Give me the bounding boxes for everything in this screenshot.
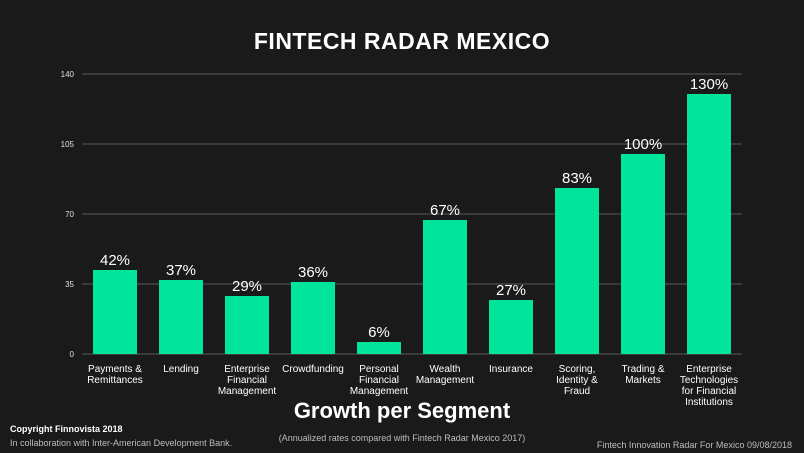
x-category-label-line: Personal — [359, 364, 398, 375]
x-category-label: Scoring, Identity & Fraud — [556, 364, 598, 397]
data-label: 27% — [496, 282, 526, 299]
x-category-label-line: Payments & — [88, 364, 142, 375]
x-category-label: Payments & Remittances — [87, 364, 143, 386]
x-category-label-line: Lending — [163, 364, 199, 375]
chart-note: (Annualized rates compared with Fintech … — [278, 433, 526, 443]
x-category-label-line: Scoring, — [559, 364, 596, 375]
data-label: 37% — [166, 262, 196, 279]
x-category-label: Insurance — [489, 364, 533, 375]
chart-subtitle: Growth per Segment — [293, 398, 511, 423]
x-category-label: Trading & Markets — [622, 364, 665, 386]
x-category-label-line: Markets — [625, 375, 661, 386]
y-tick-label: 35 — [65, 280, 74, 289]
x-category-label: Lending — [163, 364, 199, 375]
data-label: 29% — [232, 278, 262, 295]
x-category-label-line: Wealth — [430, 364, 461, 375]
x-category-label-line: Financial — [359, 375, 399, 386]
y-tick-label: 105 — [61, 140, 75, 149]
x-category-label-line: Remittances — [87, 375, 143, 386]
x-category-label: Enterprise Financial Management — [218, 364, 277, 397]
x-category-label-line: Technologies — [680, 375, 738, 386]
x-category-label-line: Crowdfunding — [282, 364, 344, 375]
bar — [357, 342, 401, 354]
bar — [225, 296, 269, 354]
x-category-label: Crowdfunding — [282, 364, 344, 375]
x-category-label-line: Trading & — [622, 364, 665, 375]
data-label: 130% — [690, 76, 728, 93]
y-tick-label: 70 — [65, 210, 74, 219]
bar — [489, 300, 533, 354]
x-category-label-line: Management — [416, 375, 475, 386]
bar — [423, 220, 467, 354]
data-label: 83% — [562, 170, 592, 187]
x-category-label-line: Enterprise — [686, 364, 732, 375]
x-category-label-line: Insurance — [489, 364, 533, 375]
x-category-label: Personal Financial Management — [350, 364, 409, 397]
bar — [93, 270, 137, 354]
data-label: 36% — [298, 264, 328, 281]
copyright-text: Copyright Finnovista 2018 — [10, 424, 123, 434]
x-category-label-line: Institutions — [685, 397, 733, 408]
chart-title: FINTECH RADAR MEXICO — [253, 28, 551, 54]
x-category-label-line: Financial — [227, 375, 267, 386]
y-tick-label: 0 — [70, 350, 75, 359]
y-tick-label: 140 — [61, 70, 75, 79]
collaboration-text: In collaboration with Inter-American Dev… — [10, 438, 233, 448]
bar — [555, 188, 599, 354]
x-category-label: Enterprise Technologies for Financial Insti… — [680, 364, 738, 408]
x-category-label-line: Management — [218, 386, 277, 397]
x-category-label-line: Management — [350, 386, 409, 397]
x-category-label-line: for Financial — [682, 386, 736, 397]
data-label: 6% — [368, 324, 390, 341]
x-category-label-line: Enterprise — [224, 364, 270, 375]
data-label: 42% — [100, 252, 130, 269]
data-label: 100% — [624, 136, 662, 153]
bar — [687, 94, 731, 354]
bar — [291, 282, 335, 354]
bar — [159, 280, 203, 354]
x-category-label: Wealth Management — [416, 364, 475, 386]
bar — [621, 154, 665, 354]
footer-source: Fintech Innovation Radar For Mexico 09/0… — [596, 440, 792, 450]
data-label: 67% — [430, 202, 460, 219]
x-category-label-line: Fraud — [564, 386, 590, 397]
x-category-label-line: Identity & — [556, 375, 598, 386]
